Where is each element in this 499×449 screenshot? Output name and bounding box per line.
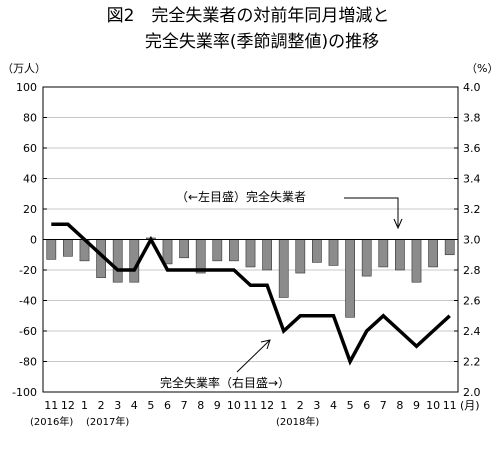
x-tick-label: 10 xyxy=(227,399,241,412)
x-tick-label: 1 xyxy=(280,399,287,412)
bar xyxy=(295,239,306,274)
bar-series-annotation: （←左目盛）完全失業者 xyxy=(176,189,306,204)
bar xyxy=(312,239,322,263)
right-tick-label: 2.0 xyxy=(463,386,481,399)
line-annotation-arrowhead xyxy=(260,339,271,350)
x-tick-label: 4 xyxy=(330,399,337,412)
bar xyxy=(46,239,57,260)
bar xyxy=(63,239,73,257)
bar xyxy=(395,239,405,271)
x-tick-label: 6 xyxy=(363,399,370,412)
right-tick-label: 2.8 xyxy=(463,264,481,277)
x-tick-label: 11 xyxy=(44,399,58,412)
bar xyxy=(229,239,239,262)
left-tick-label: 0 xyxy=(30,234,37,247)
right-tick-label: 2.4 xyxy=(463,325,481,338)
right-tick-label: 2.6 xyxy=(463,295,481,308)
chart-title-line1: 図2 完全失業者の対前年同月増減と xyxy=(107,6,390,26)
x-tick-label: 8 xyxy=(197,399,204,412)
left-axis-ticks: 100 80 60 40 20 0 -20 -40 -60 -80 -100 xyxy=(12,81,47,399)
left-tick-label: 20 xyxy=(23,203,37,216)
left-tick-label: -40 xyxy=(19,295,37,308)
chart-title-line2: 完全失業率(季節調整値)の推移 xyxy=(145,32,379,52)
x-axis-ticks: 11 12 1 2 3 4 5 6 7 8 9 10 11 12 1 2 3 4 5 6 7 8 9 10 11 (月) xyxy=(44,399,479,412)
x-tick-label: 3 xyxy=(114,399,121,412)
left-tick-label: -100 xyxy=(12,386,37,399)
x-tick-label: 5 xyxy=(347,399,354,412)
bar xyxy=(361,239,372,277)
bar xyxy=(162,239,173,265)
bar xyxy=(245,239,256,268)
line-series xyxy=(51,222,451,366)
bar xyxy=(378,239,389,268)
x-tick-label: 5 xyxy=(147,399,154,412)
x-tick-label: 8 xyxy=(396,399,403,412)
bar xyxy=(278,239,289,298)
x-tick-label: 10 xyxy=(426,399,440,412)
right-tick-label: 3.0 xyxy=(463,234,481,247)
bar xyxy=(444,239,455,256)
bar xyxy=(112,239,123,283)
bar xyxy=(345,239,355,318)
left-tick-label: -20 xyxy=(19,264,37,277)
bar xyxy=(328,239,339,266)
left-axis-unit: （万人） xyxy=(2,62,46,75)
left-tick-label: 40 xyxy=(23,173,37,186)
right-tick-label: 3.8 xyxy=(463,112,481,125)
bar xyxy=(212,239,223,262)
line-series-annotation: 完全失業率（右目盛→） xyxy=(160,375,290,390)
right-tick-label: 3.4 xyxy=(463,173,481,186)
left-tick-label: 100 xyxy=(16,81,37,94)
bar xyxy=(262,239,272,271)
x-axis-unit: (月) xyxy=(460,399,480,412)
right-tick-label: 4.0 xyxy=(463,81,481,94)
bar xyxy=(195,239,206,274)
line-annotation-arrow xyxy=(236,339,271,373)
year-label-2016: (2016年) xyxy=(30,415,73,428)
left-tick-label: -60 xyxy=(19,325,37,338)
chart-grid xyxy=(43,117,458,362)
x-tick-label: 6 xyxy=(164,399,171,412)
x-tick-label: 4 xyxy=(131,399,138,412)
left-tick-label: 60 xyxy=(23,142,37,155)
bar-annotation-arrow xyxy=(344,197,399,226)
bar-annotation-arrowhead xyxy=(393,218,403,230)
bar xyxy=(179,239,189,259)
x-tick-label: 7 xyxy=(380,399,387,412)
x-tick-label: 11 xyxy=(443,399,457,412)
right-tick-label: 2.2 xyxy=(463,356,481,369)
x-tick-label: 9 xyxy=(214,399,221,412)
bar xyxy=(411,239,422,283)
bar xyxy=(428,239,438,268)
x-tick-label: 12 xyxy=(260,399,274,412)
x-tick-label: 9 xyxy=(413,399,420,412)
bar-series xyxy=(46,237,455,318)
x-tick-label: 2 xyxy=(297,399,304,412)
x-tick-label: 1 xyxy=(81,399,88,412)
left-tick-label: -80 xyxy=(19,356,37,369)
x-tick-label: 3 xyxy=(313,399,320,412)
right-axis-ticks: 4.0 3.8 3.6 3.4 3.2 3.0 2.8 2.6 2.4 2.2 2.0 xyxy=(454,81,481,399)
right-axis-unit: （%） xyxy=(466,62,498,75)
right-tick-label: 3.6 xyxy=(463,142,481,155)
x-tick-label: 7 xyxy=(181,399,188,412)
x-tick-label: 2 xyxy=(98,399,105,412)
x-tick-label: 12 xyxy=(61,399,75,412)
year-label-2017: (2017年) xyxy=(86,415,129,428)
year-label-2018: (2018年) xyxy=(276,415,319,428)
left-tick-label: 80 xyxy=(23,112,37,125)
right-tick-label: 3.2 xyxy=(463,203,481,216)
x-tick-label: 11 xyxy=(244,399,258,412)
